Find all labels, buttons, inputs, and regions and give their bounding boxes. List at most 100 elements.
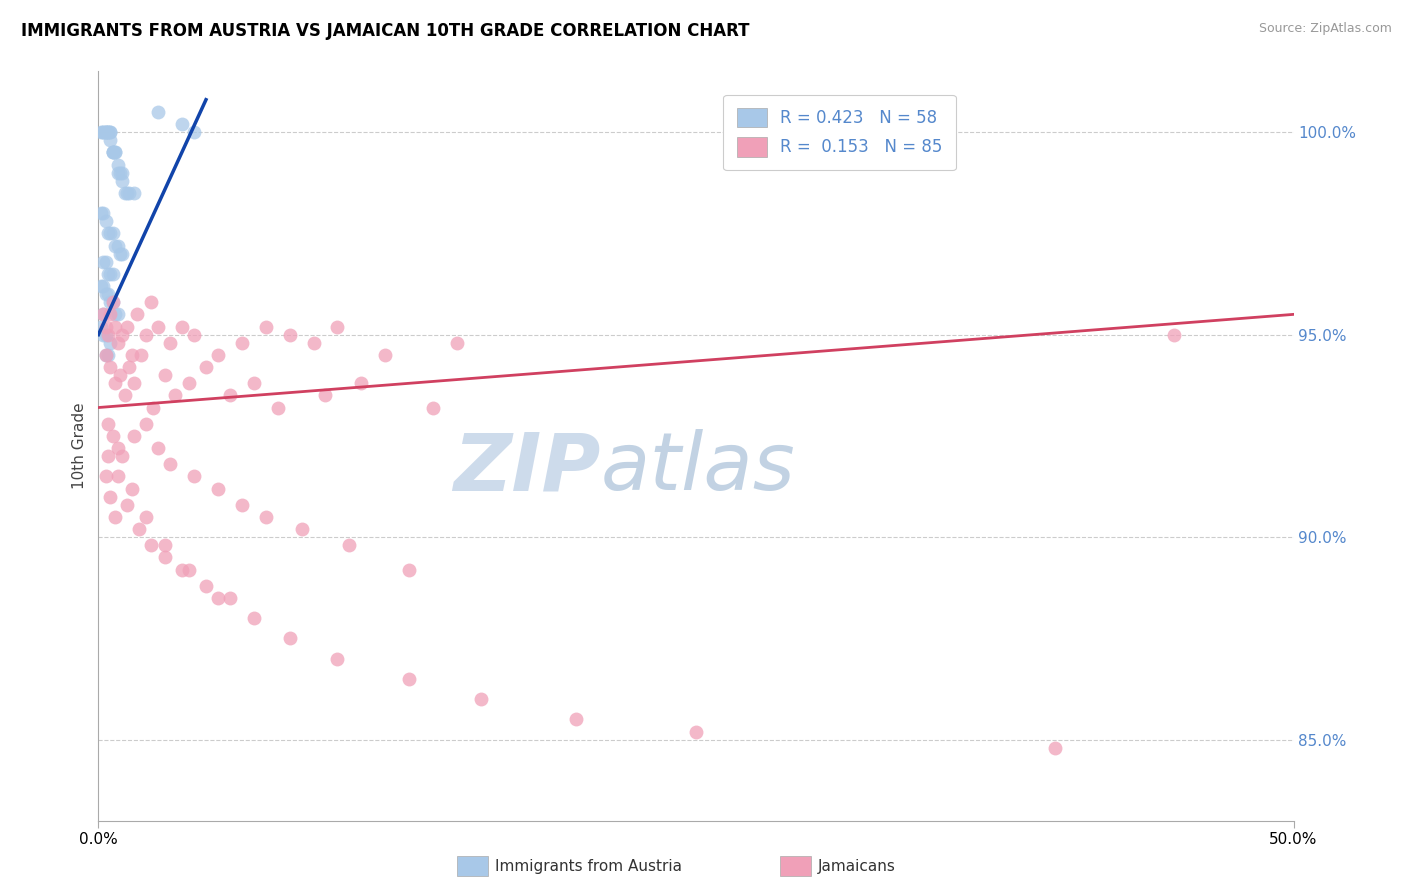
Point <box>118 359 141 374</box>
Point <box>446 335 468 350</box>
Point <box>91 279 114 293</box>
Point <box>142 401 165 415</box>
Legend: R = 0.423   N = 58, R =  0.153   N = 85: R = 0.423 N = 58, R = 0.153 N = 85 <box>723 95 956 169</box>
Y-axis label: 10th Grade: 10th Grade <box>72 402 87 490</box>
Point <box>98 490 122 504</box>
Point <box>111 246 134 260</box>
Point <box>101 145 124 160</box>
Point <box>94 214 117 228</box>
Point <box>243 376 266 391</box>
Point <box>114 186 136 200</box>
Point <box>101 267 124 281</box>
Point <box>94 125 117 139</box>
Point <box>219 388 242 402</box>
Point <box>104 307 127 321</box>
Point <box>91 254 114 268</box>
Point <box>195 579 218 593</box>
Point <box>94 348 117 362</box>
Point <box>94 327 117 342</box>
Point <box>398 562 420 576</box>
Point <box>128 522 150 536</box>
Point <box>1163 327 1185 342</box>
Point <box>98 133 122 147</box>
Point <box>135 509 157 524</box>
Point <box>101 227 124 241</box>
Point <box>172 319 194 334</box>
Point <box>107 307 129 321</box>
Point <box>115 186 138 200</box>
Point <box>179 562 201 576</box>
Point <box>91 307 114 321</box>
Point <box>94 125 117 139</box>
Text: Source: ZipAtlas.com: Source: ZipAtlas.com <box>1258 22 1392 36</box>
Point <box>107 441 129 455</box>
Point <box>114 388 136 402</box>
Point <box>91 307 114 321</box>
Point <box>231 498 253 512</box>
Point <box>155 538 177 552</box>
Point <box>107 157 129 171</box>
Text: Jamaicans: Jamaicans <box>818 859 896 873</box>
Point <box>94 254 117 268</box>
Point <box>98 295 122 310</box>
Point <box>94 469 117 483</box>
Point <box>121 482 143 496</box>
Point <box>254 509 277 524</box>
Point <box>131 348 153 362</box>
Point <box>104 145 127 160</box>
Point <box>97 327 120 342</box>
Point <box>111 174 134 188</box>
Point <box>94 125 117 139</box>
Point <box>111 166 134 180</box>
Point <box>97 267 120 281</box>
Point <box>135 327 157 342</box>
Point <box>148 319 170 334</box>
Point <box>101 295 124 310</box>
Point <box>148 104 170 119</box>
Point <box>350 376 373 391</box>
Point <box>183 125 205 139</box>
Point <box>108 246 131 260</box>
Point <box>422 401 444 415</box>
Point <box>172 117 194 131</box>
Text: IMMIGRANTS FROM AUSTRIA VS JAMAICAN 10TH GRADE CORRELATION CHART: IMMIGRANTS FROM AUSTRIA VS JAMAICAN 10TH… <box>21 22 749 40</box>
Point <box>1043 740 1066 755</box>
Point <box>90 279 112 293</box>
Point <box>91 327 114 342</box>
Text: atlas: atlas <box>600 429 796 508</box>
Point <box>207 591 229 605</box>
Point <box>565 712 588 726</box>
Point <box>94 319 117 334</box>
Point <box>108 166 131 180</box>
Point <box>124 429 146 443</box>
Point <box>101 145 124 160</box>
Point <box>159 457 181 471</box>
Point <box>91 125 114 139</box>
Point <box>94 287 117 301</box>
Point <box>98 227 122 241</box>
Point <box>111 327 134 342</box>
Point <box>207 348 229 362</box>
Point <box>139 295 162 310</box>
Point <box>98 125 122 139</box>
Point <box>97 287 120 301</box>
Point <box>219 591 242 605</box>
Point <box>101 145 124 160</box>
Point <box>148 441 170 455</box>
Point <box>302 335 325 350</box>
Point <box>104 145 127 160</box>
Point <box>107 166 129 180</box>
Point <box>254 319 277 334</box>
Point <box>107 238 129 252</box>
Point <box>104 319 127 334</box>
Point <box>243 611 266 625</box>
Point <box>118 186 141 200</box>
Point <box>139 538 162 552</box>
Point <box>98 267 122 281</box>
Point <box>267 401 290 415</box>
Point <box>98 359 122 374</box>
Point <box>278 632 301 646</box>
Point <box>179 376 201 391</box>
Point <box>124 376 146 391</box>
Point <box>231 335 253 350</box>
